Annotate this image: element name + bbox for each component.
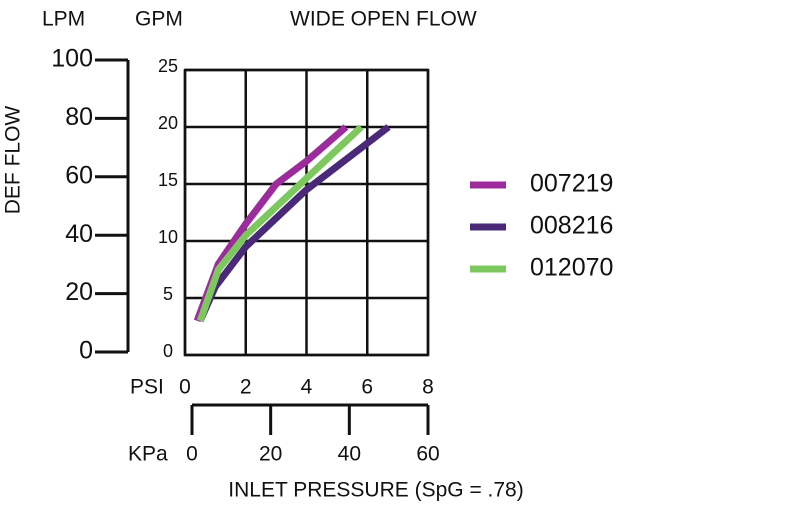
y2-tick-label: 20	[65, 278, 93, 306]
legend-label: 012070	[530, 254, 613, 282]
x2-tick-label: 20	[259, 443, 282, 466]
y-tick-label: 0	[163, 341, 173, 361]
y-tick-label: 25	[158, 56, 178, 76]
y-axis-label: DEF FLOW	[2, 106, 25, 215]
chart-title: WIDE OPEN FLOW	[290, 8, 477, 31]
x-axis-label: INLET PRESSURE (SpG = .78)	[228, 479, 523, 502]
y2-unit: LPM	[42, 8, 85, 31]
y2-tick-label: 100	[51, 45, 93, 73]
y-unit: GPM	[135, 8, 183, 31]
series-line	[196, 124, 391, 323]
series-line	[196, 124, 364, 322]
x-tick-label: 4	[301, 376, 313, 399]
y-tick-label: 20	[158, 113, 178, 133]
legend-label: 008216	[530, 212, 613, 240]
x2-tick-label: 40	[338, 443, 361, 466]
y2-tick-label: 40	[65, 220, 93, 248]
x-unit: PSI	[130, 376, 164, 399]
x2-tick-label: 0	[186, 443, 198, 466]
y2-tick-label: 80	[65, 103, 93, 131]
y2-tick-label: 0	[79, 337, 93, 365]
x2-tick-label: 60	[416, 443, 439, 466]
y-tick-label: 10	[158, 227, 178, 247]
y-tick-label: 5	[163, 284, 173, 304]
x-tick-label: 0	[179, 376, 191, 399]
y2-tick-label: 60	[65, 161, 93, 189]
legend-label: 007219	[530, 170, 613, 198]
x-tick-label: 6	[361, 376, 373, 399]
x-tick-label: 2	[240, 376, 252, 399]
x-tick-label: 8	[422, 376, 434, 399]
plot-frame	[183, 68, 430, 357]
y-tick-label: 15	[158, 170, 178, 190]
x2-unit: KPa	[128, 443, 168, 466]
